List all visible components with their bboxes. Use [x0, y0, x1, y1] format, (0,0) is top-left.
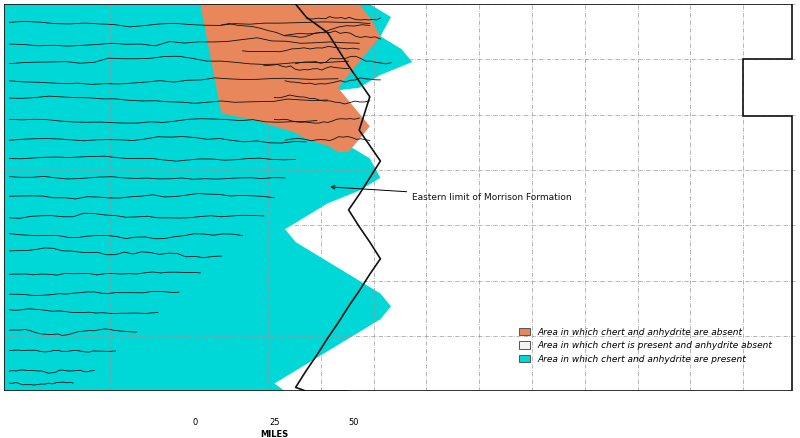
Polygon shape: [200, 4, 380, 152]
Polygon shape: [4, 4, 412, 391]
Text: 50: 50: [349, 418, 359, 427]
Text: MILES: MILES: [260, 430, 289, 438]
Bar: [195, 409, 274, 413]
Bar: [274, 409, 354, 413]
Text: 0: 0: [192, 418, 198, 427]
Legend: Area in which chert and anhydrite are absent, Area in which chert is present and: Area in which chert and anhydrite are ab…: [515, 324, 775, 367]
Text: Eastern limit of Morrison Formation: Eastern limit of Morrison Formation: [331, 185, 572, 201]
Text: 25: 25: [269, 418, 280, 427]
